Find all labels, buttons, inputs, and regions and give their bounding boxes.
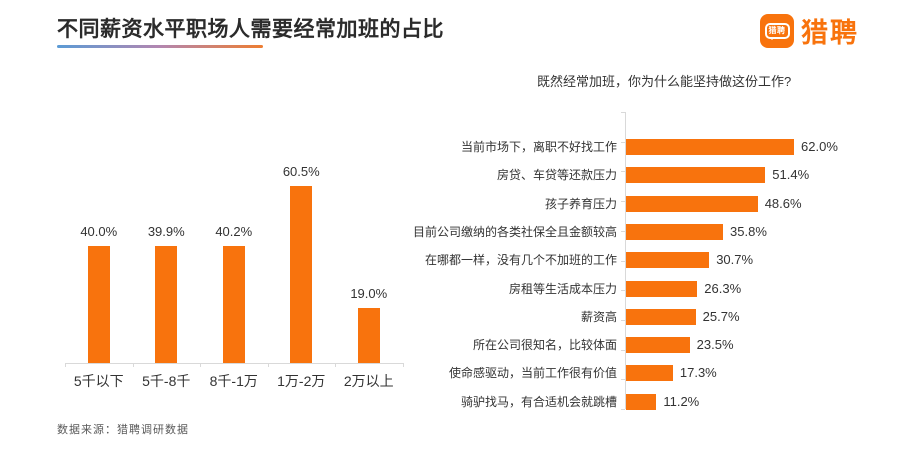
y-axis-tick xyxy=(621,171,625,173)
y-axis-tick xyxy=(621,260,625,262)
y-axis-tick xyxy=(621,230,625,232)
x-axis-category-label: 8千-1万 xyxy=(209,373,258,389)
bar xyxy=(626,139,795,155)
x-axis-tick xyxy=(132,363,134,367)
category-label: 孩子养育压力 xyxy=(544,196,617,211)
x-axis-category-label: 2万以上 xyxy=(343,373,394,389)
page-title: 不同薪资水平职场人需要经常加班的占比 xyxy=(57,18,444,41)
bar-value-label: 40.2% xyxy=(215,223,253,239)
x-axis-category-label: 5千-8千 xyxy=(142,373,191,389)
bar xyxy=(290,186,313,363)
logo-speech-bubble: 猎聘 xyxy=(764,22,790,40)
bar-value-label: 35.8% xyxy=(730,223,767,239)
bar-value-label: 62.0% xyxy=(801,139,838,154)
bar xyxy=(155,246,178,363)
category-label: 房贷、车贷等还款压力 xyxy=(496,168,617,183)
reasons-chart-title: 既然经常加班，你为什么能坚持做这份工作? xyxy=(537,74,792,89)
bar-value-label: 26.3% xyxy=(704,280,742,296)
y-axis-tick xyxy=(621,112,625,113)
category-label: 在哪都一样，没有几个不加班的工作 xyxy=(424,253,617,268)
bar xyxy=(357,307,380,363)
bar xyxy=(222,245,245,363)
y-axis-tick xyxy=(621,290,625,292)
category-label: 薪资高 xyxy=(580,309,617,324)
x-axis-tick xyxy=(267,363,269,367)
bar-value-label: 23.5% xyxy=(696,337,734,353)
bar-value-label: 17.3% xyxy=(679,365,717,381)
liepin-logo-icon: 猎聘 xyxy=(760,13,794,48)
x-axis-tick xyxy=(65,363,66,367)
category-label: 目前公司缴纳的各类社保全且金额较高 xyxy=(412,224,617,239)
x-axis-category-label: 1万-2万 xyxy=(277,373,326,389)
y-axis-tick xyxy=(621,201,625,203)
bar-value-label: 25.7% xyxy=(702,308,740,324)
y-axis-tick xyxy=(621,141,625,143)
bar xyxy=(626,167,766,184)
bar xyxy=(626,365,673,382)
bar xyxy=(626,337,690,354)
data-source-note: 数据来源：猎聘调研数据 xyxy=(57,424,189,436)
y-axis-tick xyxy=(621,349,625,351)
y-axis-line xyxy=(625,112,626,409)
overtime-reasons-bar-chart: 既然经常加班，你为什么能坚持做这份工作? 当前市场下，离职不好找工作 62.0% 房… xyxy=(413,60,909,435)
bar xyxy=(626,223,724,240)
title-underline xyxy=(57,45,263,48)
salary-overtime-bar-chart: 40.0% 5千以下 39.9% 5千-8千 40.2% 8千-1万 60.5% 1万-2万 1… xyxy=(57,120,457,415)
x-axis-line xyxy=(65,363,403,364)
category-label: 所在公司很知名，比较体面 xyxy=(472,338,617,353)
bar-value-label: 19.0% xyxy=(350,285,388,301)
y-axis-tick xyxy=(621,379,625,381)
bar xyxy=(87,246,110,363)
x-axis-tick xyxy=(200,363,201,367)
liepin-logo: 猎聘 猎聘 xyxy=(760,11,859,50)
x-axis-tick xyxy=(402,363,404,367)
bar xyxy=(626,252,710,269)
bar-value-label: 48.6% xyxy=(764,195,802,211)
bar xyxy=(626,195,758,212)
category-label: 使命感驱动，当前工作很有价值 xyxy=(448,366,617,381)
bar-value-label: 11.2% xyxy=(663,393,700,409)
bar-value-label: 51.4% xyxy=(772,167,810,183)
category-label: 房租等生活成本压力 xyxy=(508,281,617,296)
bar-value-label: 30.7% xyxy=(716,252,754,268)
bar-value-label: 40.0% xyxy=(80,224,118,240)
bar-value-label: 60.5% xyxy=(282,164,320,180)
x-axis-category-label: 5千以下 xyxy=(73,373,124,389)
category-label: 当前市场下，离职不好找工作 xyxy=(460,140,617,154)
category-label: 骑驴找马，有合适机会就跳槽 xyxy=(460,394,617,409)
x-axis-tick xyxy=(335,363,336,367)
bar xyxy=(626,280,698,297)
bar-value-label: 39.9% xyxy=(147,224,185,240)
y-axis-tick xyxy=(621,319,625,321)
bar xyxy=(626,393,657,410)
bar xyxy=(626,308,696,325)
y-axis-tick xyxy=(621,409,625,410)
logo-wordmark: 猎聘 xyxy=(801,18,859,48)
